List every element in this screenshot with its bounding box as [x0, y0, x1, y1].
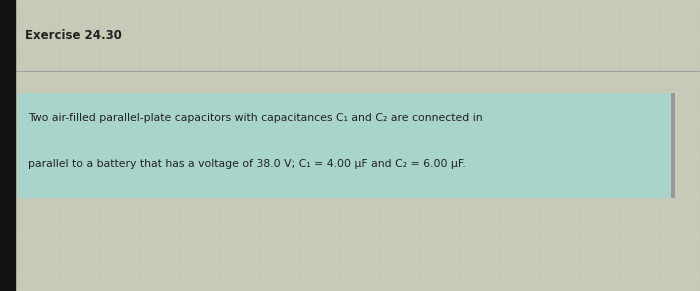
Bar — [0, 0, 15, 291]
Bar — [671, 93, 675, 198]
Text: Exercise 24.30: Exercise 24.30 — [25, 29, 121, 42]
Bar — [18, 93, 672, 198]
Text: parallel to a battery that has a voltage of 38.0 V; C₁ = 4.00 μF and C₂ = 6.00 μ: parallel to a battery that has a voltage… — [28, 159, 466, 169]
Text: Two air-filled parallel-plate capacitors with capacitances C₁ and C₂ are connect: Two air-filled parallel-plate capacitors… — [28, 113, 482, 123]
